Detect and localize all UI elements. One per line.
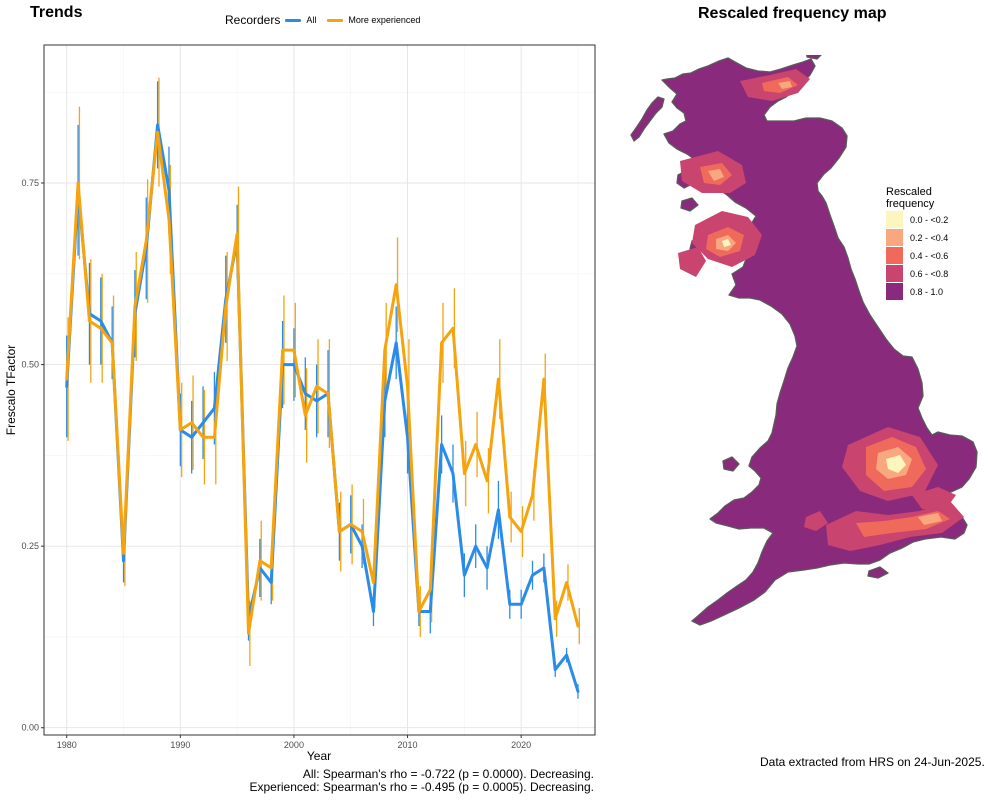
x-tick-label: 2000	[284, 740, 304, 750]
map-legend-title-1: Rescaled	[886, 186, 932, 198]
y-tick-label: 0.75	[21, 178, 39, 188]
map-legend-item: 0.6 - <0.8	[886, 265, 948, 282]
map-legend-title-2: frequency	[886, 198, 935, 210]
axis-ticks: 1980 1990 2000 2010 2020 0.00 0.25 0.50 0.75	[21, 178, 531, 750]
map-legend-label: 0.6 - <0.8	[910, 268, 949, 279]
series-lines	[65, 123, 580, 693]
map-legend-item: 0.0 - <0.2	[886, 211, 948, 228]
y-tick-label: 0.25	[21, 541, 39, 551]
map-legend-swatch	[886, 247, 903, 264]
chart-legend: Recorders All More experienced	[225, 12, 420, 28]
frequency-map	[630, 55, 978, 626]
legend-label-all: All	[306, 15, 317, 25]
map-legend-item: 0.2 - <0.4	[886, 229, 948, 246]
chart-title: Trends	[30, 4, 83, 21]
series-line-more-experienced	[65, 130, 580, 635]
x-axis-label: Year	[307, 749, 331, 763]
x-tick-label: 2010	[398, 740, 418, 750]
spearman-experienced-text: Experienced: Spearman's rho = -0.495 (p …	[249, 780, 595, 794]
map-legend-label: 0.8 - 1.0	[910, 286, 944, 297]
map-legend-item: 0.4 - <0.6	[886, 247, 948, 264]
map-legend-swatch	[886, 211, 903, 228]
hebrides-lewis	[630, 96, 665, 142]
map-legend-label: 0.2 - <0.4	[910, 232, 949, 243]
x-tick-label: 2020	[511, 740, 531, 750]
legend-key-all	[285, 18, 302, 22]
trends-chart: 1980 1990 2000 2010 2020 0.00 0.25 0.50 0.75 Yea…	[4, 44, 596, 763]
map-legend-swatch	[886, 283, 903, 300]
map-title: Rescaled frequency map	[698, 5, 887, 22]
orkney-islands	[806, 55, 822, 60]
grid-lines	[44, 45, 595, 735]
gb-mainland	[661, 57, 978, 626]
isle-of-wight	[867, 566, 889, 579]
map-legend-swatch	[886, 229, 903, 246]
map-legend-label: 0.4 - <0.6	[910, 250, 949, 261]
legend-key-more-experienced	[327, 18, 344, 22]
y-tick-label: 0.00	[21, 723, 39, 733]
map-legend-item: 0.8 - 1.0	[886, 283, 948, 300]
map-legend-label: 0.0 - <0.2	[910, 214, 949, 225]
legend-title: Recorders	[225, 13, 281, 27]
legend-label-more-experienced: More experienced	[348, 15, 421, 25]
spearman-all-text: All: Spearman's rho = -0.722 (p = 0.0000…	[302, 767, 594, 781]
frequency-patches	[678, 69, 964, 551]
x-tick-label: 1990	[170, 740, 190, 750]
x-tick-label: 1980	[57, 740, 77, 750]
error-bars	[66, 77, 580, 699]
y-tick-label: 0.50	[21, 360, 39, 370]
mull-island	[680, 197, 699, 212]
map-legend: Rescaled frequency 0.0 - <0.2 0.2 - <0.4…	[886, 186, 948, 300]
y-axis-label: Frescalo TFactor	[4, 345, 18, 435]
map-legend-swatch	[886, 265, 903, 282]
plot-panel-border	[43, 44, 596, 736]
anglesey-island	[722, 456, 740, 472]
data-extraction-note: Data extracted from HRS on 24-Jun-2025.	[760, 755, 985, 769]
